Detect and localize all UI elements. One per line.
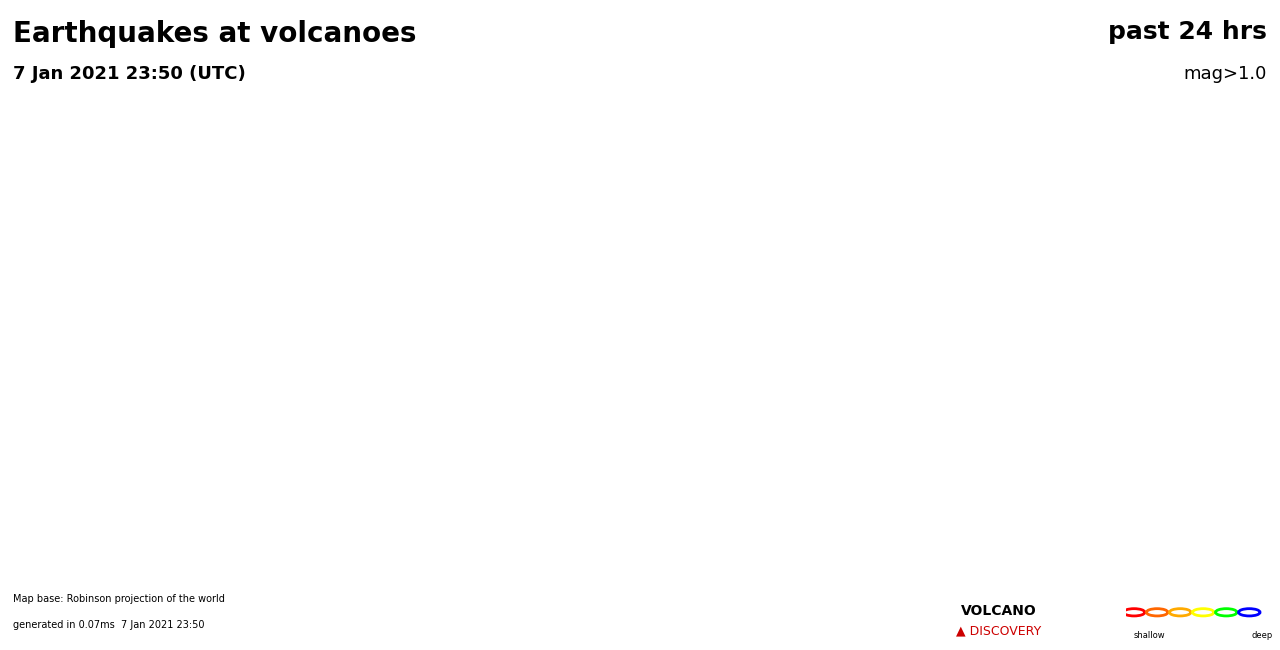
- Text: ▲ DISCOVERY: ▲ DISCOVERY: [956, 624, 1041, 637]
- Text: generated in 0.07ms  7 Jan 2021 23:50: generated in 0.07ms 7 Jan 2021 23:50: [13, 621, 205, 630]
- Text: Earthquakes at volcanoes: Earthquakes at volcanoes: [13, 20, 416, 47]
- Text: Map base: Robinson projection of the world: Map base: Robinson projection of the wor…: [13, 595, 225, 604]
- Text: past 24 hrs: past 24 hrs: [1108, 20, 1267, 44]
- Text: deep: deep: [1251, 631, 1272, 640]
- Text: shallow: shallow: [1134, 631, 1166, 640]
- Text: VOLCANO: VOLCANO: [960, 604, 1037, 618]
- Text: mag>1.0: mag>1.0: [1184, 65, 1267, 83]
- Text: 7 Jan 2021 23:50 (UTC): 7 Jan 2021 23:50 (UTC): [13, 65, 246, 83]
